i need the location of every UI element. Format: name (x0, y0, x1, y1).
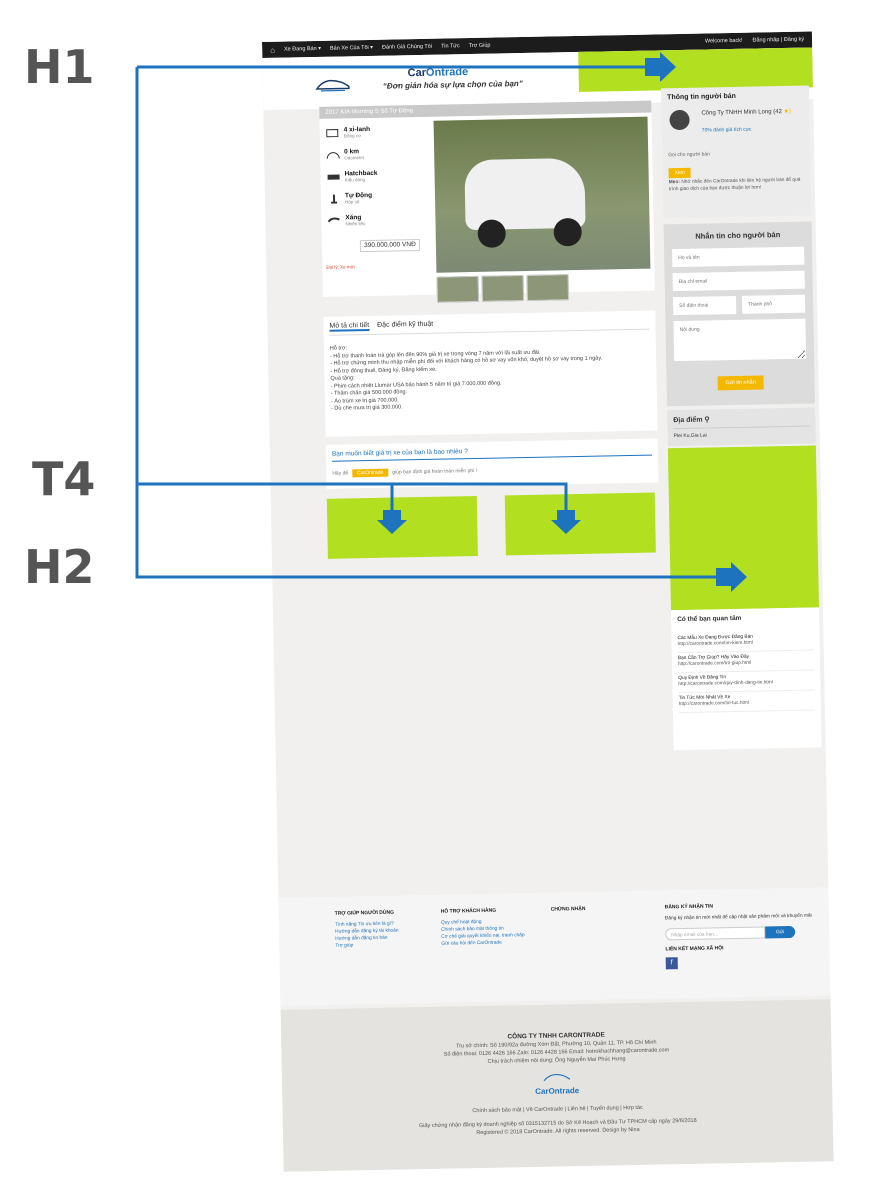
send-message-button[interactable]: Gửi tin nhắn (717, 375, 764, 391)
tab-description[interactable]: Mô tả chi tiết (329, 321, 370, 332)
related-link[interactable]: Các Mẫu Xe Đang Được Đăng Bán http://caro… (677, 630, 814, 654)
footer-newsletter-column: ĐĂNG KÝ NHẬN TIN Đăng ký nhận tin mới nh… (665, 902, 816, 970)
call-seller-text: Gọi cho người bán (668, 151, 710, 159)
spec-fuel: Xăng Nhiên liệu (327, 214, 366, 227)
description-text: Hỗ trợ: - Hỗ trợ thanh toán trả góp lên … (329, 345, 603, 412)
ad-banner-h2[interactable] (667, 445, 819, 611)
spec-body-type: Hatchback Kiểu dáng (326, 170, 377, 183)
ad-banner-t4-left[interactable] (326, 495, 478, 559)
nav-item-news[interactable]: Tin Tức (441, 43, 460, 50)
site-tagline: “Đơn giản hóa sự lựa chọn của bạn” (382, 79, 523, 91)
avatar (669, 109, 690, 131)
location-value: Plei Ku,Gia Lai (673, 432, 707, 440)
seller-rating: 70% đánh giá tích cực (701, 126, 752, 134)
tab-specifications[interactable]: Đặc điểm kỹ thuật (377, 320, 434, 329)
spec-transmission: Tự Động Hộp số (327, 192, 372, 205)
nav-item-cars-for-sale[interactable]: Xe Đang Bán ▾ (283, 45, 322, 53)
related-link[interactable]: Bạn Cần Trợ Giúp? Hãy Vào Đây http://caro… (677, 650, 815, 674)
spec-odometer: 0 km Odometer (326, 148, 364, 161)
facebook-icon[interactable]: f (665, 957, 678, 970)
dealer-label: Đại lý: Xe mới (326, 264, 355, 270)
car-logo-icon (543, 1073, 571, 1082)
car-body-icon (327, 174, 340, 180)
location-heading: Địa điểm ⚲ (673, 413, 810, 430)
city-field[interactable] (741, 294, 806, 314)
valuation-card: Bạn muốn biết giá trị xe của bạn là bao … (325, 438, 659, 489)
phone-field[interactable] (672, 295, 737, 316)
footer-support-column: HỖ TRỢ KHÁCH HÀNG Quy chế hoạt động Chín… (440, 907, 525, 947)
newsletter-text: Đăng ký nhận tin mới nhất để cập nhật sả… (664, 913, 812, 922)
footer-brand: CarOntrade (535, 1086, 580, 1096)
description-card: Mô tả chi tiết Đặc điểm kỹ thuật Hỗ trợ:… (323, 310, 658, 437)
listing-page: ⌂ Xe Đang Bán ▾ Bán Xe Của Tôi ▾ Đánh Gi… (262, 31, 834, 1172)
seller-tip: Mẹo: Nhớ nhắc đến CarOntrade khi liên hệ… (668, 177, 801, 192)
nav-item-sell-my-car[interactable]: Bán Xe Của Tôi ▾ (329, 44, 374, 52)
login-register-link[interactable]: Đăng nhập | Đăng ký (752, 36, 805, 44)
welcome-text: Welcome back! (704, 37, 743, 45)
seller-heading: Thông tin người bán (667, 92, 736, 102)
related-link[interactable]: Tin Tức Mới Nhất Về Xe http://carontrade.… (678, 690, 815, 714)
fuel-icon (327, 217, 340, 223)
spec-engine: 4 xi-lanh Động cơ (326, 126, 371, 139)
message-heading: Nhắn tin cho người bán (695, 230, 781, 241)
car-logo-icon[interactable] (315, 76, 351, 93)
gearbox-icon (331, 194, 338, 204)
seller-name[interactable]: Công Ty TNHH Minh Long (42 ★) (701, 108, 792, 117)
related-links-card: Có thể bạn quan tâm Các Mẫu Xe Đang Được… (670, 607, 822, 751)
social-heading: LIÊN KẾT MẠNG XÃ HỘI (665, 945, 724, 953)
valuation-question[interactable]: Bạn muốn biết giá trị xe của bạn là bao … (331, 444, 653, 462)
name-field[interactable] (672, 246, 805, 268)
nav-item-help[interactable]: Trợ Giúp (468, 42, 491, 50)
thumbnail[interactable] (436, 275, 480, 303)
seller-info-card: Thông tin người bán Công Ty TNHH Minh Lo… (660, 85, 812, 219)
site-footer: TRỢ GIÚP NGƯỜI DÙNG Tính năng Tin ưu tiê… (278, 887, 831, 1006)
message-content-field[interactable] (673, 318, 807, 362)
view-phone-button[interactable]: Xem (668, 167, 691, 179)
thumbnail[interactable] (481, 275, 525, 302)
related-heading: Có thể bạn quan tâm (677, 614, 742, 624)
odometer-icon (326, 152, 340, 159)
company-info: CÔNG TY TNHH CARONTRADE Trụ sở chính: Số… (280, 999, 834, 1172)
price-box: 390.000.000 VNĐ (359, 239, 421, 253)
nav-item-reviews[interactable]: Đánh Giá Chúng Tôi (381, 43, 433, 51)
photo-thumbnails (436, 274, 570, 303)
newsletter-send-button[interactable]: Gửi (765, 925, 796, 939)
location-card: Địa điểm ⚲ Plei Ku,Gia Lai (667, 407, 816, 447)
listing-card: 2017 KIA Morning S Số Tự Động 4 xi-lanh Đ… (319, 100, 655, 303)
footer-certification-column: CHỨNG NHẬN (550, 905, 586, 913)
message-seller-form: Nhắn tin cho người bán Gửi tin nhắn (663, 221, 816, 407)
footer-link[interactable]: Gửi câu hỏi đến CarOntrade (441, 940, 502, 947)
valuation-button[interactable]: CarOntrade (352, 468, 389, 478)
label-h2: H2 (24, 540, 95, 594)
engine-icon (326, 129, 339, 138)
ad-banner-t4-right[interactable] (504, 492, 656, 556)
home-icon[interactable]: ⌂ (270, 45, 276, 55)
related-link[interactable]: Quy Định Về Đăng Tin http://carontrade.co… (678, 670, 815, 694)
main-nav: ⌂ Xe Đang Bán ▾ Bán Xe Của Tôi ▾ Đánh Gi… (270, 41, 491, 55)
footer-link[interactable]: Trợ giúp (335, 943, 354, 949)
site-logo-text[interactable]: CarOntrade (407, 66, 469, 80)
main-car-photo[interactable] (433, 116, 651, 273)
label-t4: T4 (32, 452, 96, 506)
valuation-post: giúp bạn định giá hoàn toàn miễn phí ! (392, 467, 478, 476)
valuation-pre: Hãy để (332, 470, 349, 477)
label-h1: H1 (24, 40, 95, 94)
footer-help-column: TRỢ GIÚP NGƯỜI DÙNG Tính năng Tin ưu tiê… (334, 909, 399, 949)
newsletter-email-input[interactable]: Nhập email của bạn... (665, 926, 766, 941)
email-field[interactable] (672, 270, 805, 292)
star-icon: ★) (783, 108, 792, 115)
thumbnail[interactable] (526, 274, 570, 301)
